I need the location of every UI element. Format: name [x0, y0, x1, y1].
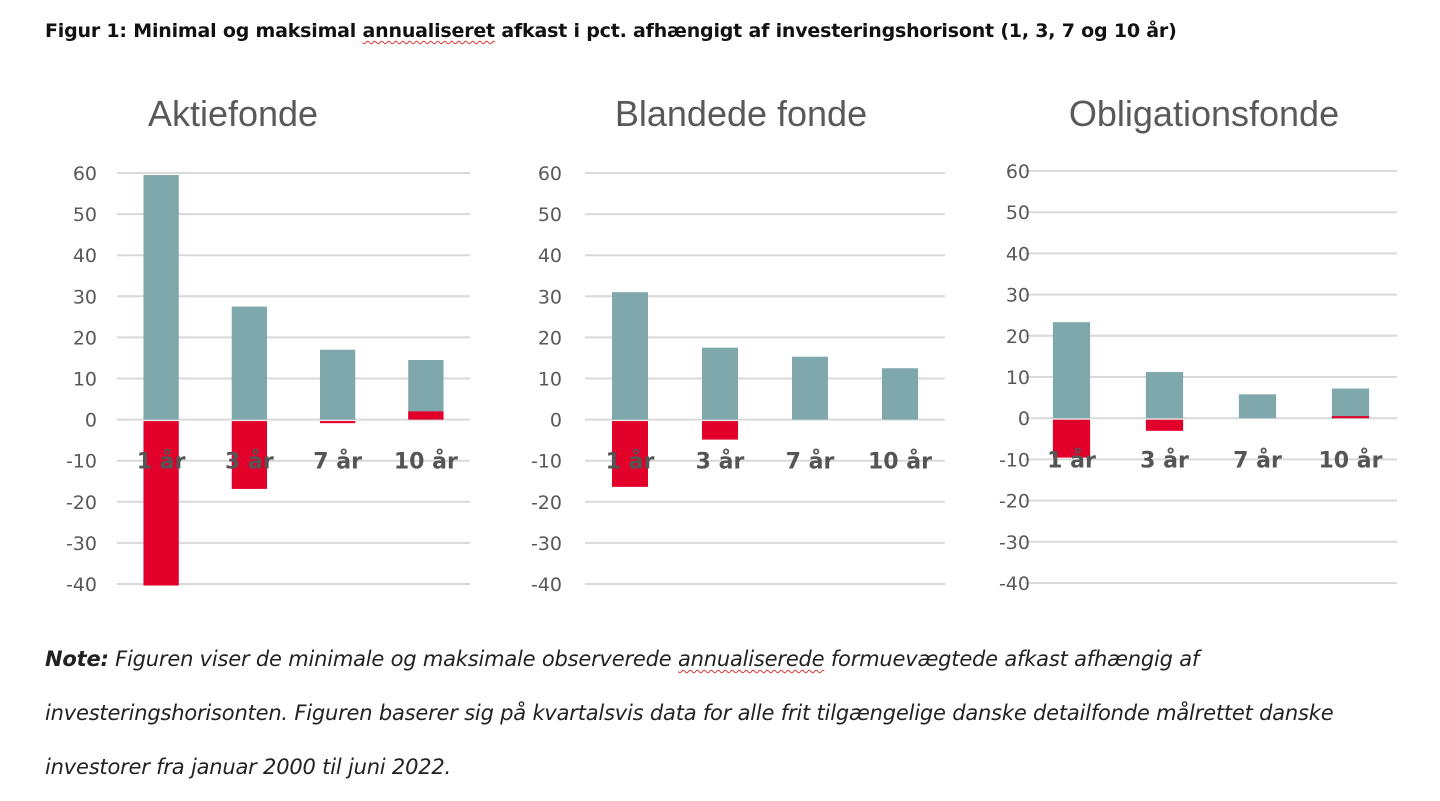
bar-max	[792, 356, 828, 420]
category-label: 3 år	[696, 449, 745, 475]
bar-max	[882, 368, 918, 420]
y-tick-label: 60	[73, 163, 97, 185]
bar-min	[408, 411, 444, 420]
bar-min	[1052, 419, 1091, 458]
category-label: 3 år	[225, 449, 274, 475]
bar-max	[1052, 322, 1091, 419]
y-tick-label: 60	[538, 163, 562, 185]
bar-min	[143, 421, 179, 586]
bar-min	[1331, 416, 1370, 419]
bar-max	[231, 306, 268, 420]
y-tick-label: 20	[73, 327, 97, 349]
y-tick-label: 0	[85, 410, 97, 432]
figure-note: Note: Figuren viser de minimale og maksi…	[45, 632, 1435, 794]
y-tick-label: 40	[538, 245, 562, 267]
category-label: 10 år	[1319, 447, 1383, 473]
y-tick-label: -40	[66, 574, 97, 596]
chart-title: Aktiefonde	[148, 93, 318, 134]
category-label: 10 år	[868, 449, 932, 475]
y-tick-label: 10	[538, 369, 562, 391]
chart-blandede-fonde: Blandede fonde 60 50 40 30 20 10 0 -10 -20 -30 -40 1…	[531, 93, 945, 596]
y-tick-label: 40	[73, 245, 97, 267]
bar-min	[319, 421, 356, 424]
y-tick-label: 20	[538, 327, 562, 349]
y-tick-label: -20	[66, 492, 97, 514]
y-tick-label: 0	[550, 410, 562, 432]
y-tick-label: -30	[999, 532, 1030, 554]
y-tick-label: -20	[531, 492, 562, 514]
y-tick-label: -40	[999, 573, 1030, 595]
bar-min	[612, 421, 648, 487]
figure-title: Figur 1: Minimal og maksimal annualisere…	[45, 20, 1177, 42]
figure-title-misspelled-word: annualiseret	[362, 20, 496, 42]
y-tick-label: 40	[1006, 243, 1030, 265]
bar-max	[1145, 372, 1184, 419]
category-label: 1 år	[137, 449, 186, 475]
y-tick-label: 30	[1006, 285, 1030, 307]
y-tick-label: -10	[531, 451, 562, 473]
y-tick-label: 10	[1006, 367, 1030, 389]
y-tick-label: -10	[999, 449, 1030, 471]
y-tick-label: -20	[999, 491, 1030, 513]
bar-max	[612, 292, 648, 420]
y-tick-label: 30	[538, 286, 562, 308]
y-tick-label: 10	[73, 369, 97, 391]
category-label: 7 år	[1233, 447, 1282, 473]
chart-aktiefonde: Aktiefonde 60 50 40 30 20 10 0 -10 -20 -30 -40 1 år 3…	[66, 93, 470, 596]
figure-title-part: Figur 1: Minimal og maksimal	[45, 20, 363, 42]
category-label: 1 år	[1047, 447, 1096, 473]
bar-max	[319, 349, 356, 420]
figure-title-part: afkast i pct. afhængigt af investeringsh…	[494, 20, 1177, 42]
chart-title: Obligationsfonde	[1069, 93, 1339, 134]
bar-max	[408, 360, 444, 420]
y-tick-label: 50	[1006, 202, 1030, 224]
bar-max	[1238, 394, 1277, 419]
category-label: 1 år	[606, 449, 655, 475]
bar-max	[143, 175, 179, 420]
y-tick-label: -30	[66, 533, 97, 555]
category-label: 7 år	[313, 449, 362, 475]
y-tick-label: 0	[1018, 408, 1030, 430]
y-tick-label: -40	[531, 574, 562, 596]
y-tick-label: 60	[1006, 161, 1030, 183]
y-tick-label: 50	[538, 204, 562, 226]
bar-min	[231, 421, 268, 489]
y-tick-label: -30	[531, 533, 562, 555]
bar-min	[702, 421, 738, 440]
bar-max	[1331, 388, 1370, 419]
chart-obligationsfonde: Obligationsfonde 60 50 40 30 20 10 0 -10 -20 -30 -4…	[999, 93, 1397, 595]
category-label: 3 år	[1140, 447, 1189, 473]
bar-min	[1145, 419, 1184, 431]
note-misspelled-word: annualiserede	[677, 647, 825, 671]
note-text: Figuren viser de minimale og maksimale o…	[108, 647, 678, 671]
y-tick-label: 20	[1006, 326, 1030, 348]
note-label: Note:	[45, 647, 109, 671]
y-tick-label: -10	[66, 451, 97, 473]
category-label: 10 år	[394, 449, 458, 475]
category-label: 7 år	[786, 449, 835, 475]
y-tick-label: 50	[73, 204, 97, 226]
chart-title: Blandede fonde	[615, 93, 867, 134]
note-text: formuevægtede afkast afhængig af investe…	[45, 647, 1334, 779]
bar-max	[702, 347, 738, 420]
y-tick-label: 30	[73, 286, 97, 308]
